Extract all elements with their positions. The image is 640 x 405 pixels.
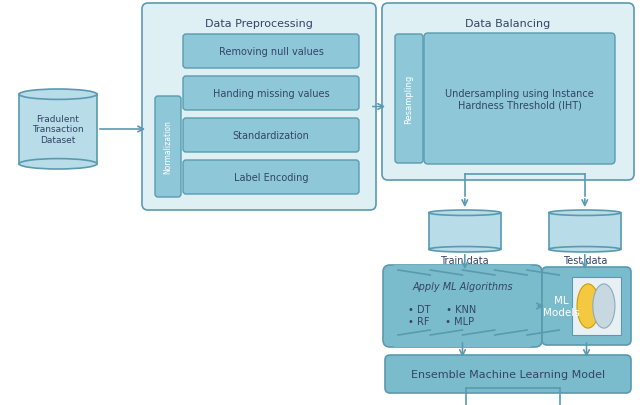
Ellipse shape bbox=[19, 90, 97, 100]
Text: Test data: Test data bbox=[563, 256, 607, 265]
FancyBboxPatch shape bbox=[393, 327, 532, 347]
Bar bbox=[19, 95, 97, 164]
Text: Ensemble Machine Learning Model: Ensemble Machine Learning Model bbox=[411, 369, 605, 379]
Text: Label Encoding: Label Encoding bbox=[234, 173, 308, 183]
Text: Train data: Train data bbox=[440, 256, 489, 265]
FancyBboxPatch shape bbox=[183, 77, 359, 111]
Text: Data Preprocessing: Data Preprocessing bbox=[205, 19, 313, 29]
Ellipse shape bbox=[429, 247, 501, 252]
Text: Undersampling using Instance
Hardness Threshold (IHT): Undersampling using Instance Hardness Th… bbox=[445, 88, 594, 110]
FancyBboxPatch shape bbox=[183, 119, 359, 153]
FancyBboxPatch shape bbox=[383, 265, 542, 347]
Text: Standardization: Standardization bbox=[232, 131, 309, 141]
Ellipse shape bbox=[548, 211, 621, 216]
Text: Fradulent
Transaction
Dataset: Fradulent Transaction Dataset bbox=[32, 115, 84, 145]
Text: Normalization: Normalization bbox=[163, 120, 173, 174]
Text: Resampling: Resampling bbox=[404, 75, 413, 124]
FancyBboxPatch shape bbox=[385, 355, 631, 393]
Ellipse shape bbox=[429, 211, 501, 216]
Ellipse shape bbox=[548, 247, 621, 252]
FancyBboxPatch shape bbox=[393, 265, 532, 285]
Bar bbox=[548, 213, 621, 249]
FancyBboxPatch shape bbox=[142, 4, 376, 211]
FancyBboxPatch shape bbox=[183, 161, 359, 194]
FancyBboxPatch shape bbox=[382, 4, 634, 181]
Text: • DT     • KNN
• RF     • MLP: • DT • KNN • RF • MLP bbox=[408, 304, 476, 326]
Text: Apply ML Algorithms: Apply ML Algorithms bbox=[412, 281, 513, 291]
Text: ML
Models: ML Models bbox=[543, 296, 580, 317]
Text: Removing null values: Removing null values bbox=[219, 47, 323, 57]
FancyBboxPatch shape bbox=[395, 35, 423, 164]
Text: Handing missing values: Handing missing values bbox=[212, 89, 330, 99]
Ellipse shape bbox=[577, 284, 599, 328]
Bar bbox=[429, 213, 501, 249]
Text: Data Balancing: Data Balancing bbox=[465, 19, 550, 29]
FancyBboxPatch shape bbox=[542, 267, 631, 345]
Ellipse shape bbox=[19, 159, 97, 170]
FancyBboxPatch shape bbox=[155, 97, 181, 198]
Bar bbox=[572, 277, 621, 335]
FancyBboxPatch shape bbox=[183, 35, 359, 69]
Ellipse shape bbox=[593, 284, 615, 328]
FancyBboxPatch shape bbox=[424, 34, 615, 164]
